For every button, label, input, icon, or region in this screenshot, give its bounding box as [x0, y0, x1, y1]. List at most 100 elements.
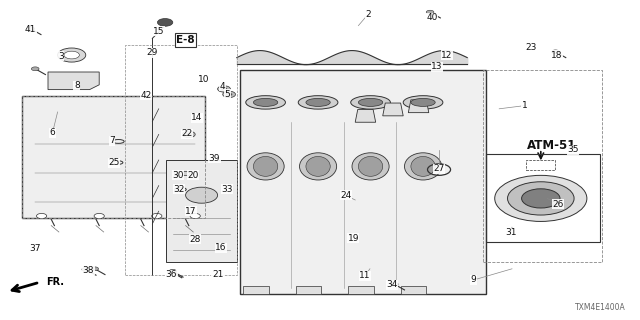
Text: 8: 8 — [74, 81, 79, 90]
Text: 31: 31 — [505, 228, 516, 237]
Text: 37: 37 — [29, 244, 41, 253]
Circle shape — [31, 67, 39, 71]
Text: 33: 33 — [221, 185, 233, 194]
Text: 24: 24 — [340, 191, 351, 200]
Circle shape — [522, 189, 560, 208]
Circle shape — [82, 268, 90, 271]
Ellipse shape — [300, 153, 337, 180]
Circle shape — [426, 10, 434, 14]
Text: 22: 22 — [181, 129, 193, 138]
Circle shape — [168, 270, 175, 274]
Text: 26: 26 — [552, 200, 564, 209]
Text: 30: 30 — [172, 171, 184, 180]
Text: 38: 38 — [83, 266, 94, 275]
Ellipse shape — [298, 96, 338, 109]
Text: 21: 21 — [212, 270, 223, 279]
Ellipse shape — [358, 156, 383, 176]
Text: E-8: E-8 — [176, 35, 195, 45]
Text: 41: 41 — [25, 25, 36, 34]
Text: 4: 4 — [220, 82, 225, 91]
Text: ATM-51: ATM-51 — [527, 139, 577, 152]
Text: 5: 5 — [225, 90, 230, 99]
Ellipse shape — [306, 99, 330, 106]
Polygon shape — [240, 70, 486, 294]
Bar — [22, 96, 205, 218]
Text: 25: 25 — [108, 158, 120, 167]
Polygon shape — [383, 103, 403, 116]
Text: 12: 12 — [441, 51, 452, 60]
Circle shape — [64, 51, 79, 59]
Polygon shape — [48, 72, 99, 90]
Polygon shape — [355, 109, 376, 122]
Circle shape — [186, 187, 218, 203]
Text: 10: 10 — [198, 75, 209, 84]
Text: 19: 19 — [348, 234, 359, 243]
Text: 36: 36 — [166, 270, 177, 279]
Ellipse shape — [246, 96, 285, 109]
Text: 35: 35 — [567, 145, 579, 154]
Circle shape — [226, 93, 232, 96]
Text: 1: 1 — [522, 101, 527, 110]
Text: 18: 18 — [551, 51, 563, 60]
Ellipse shape — [247, 153, 284, 180]
Ellipse shape — [404, 153, 442, 180]
Circle shape — [27, 27, 35, 31]
Text: 39: 39 — [209, 154, 220, 163]
Text: 14: 14 — [191, 113, 203, 122]
Polygon shape — [408, 100, 429, 113]
Text: 11: 11 — [359, 271, 371, 280]
Ellipse shape — [411, 156, 435, 176]
Circle shape — [218, 86, 230, 92]
Circle shape — [94, 213, 104, 219]
Ellipse shape — [306, 156, 330, 176]
Polygon shape — [166, 160, 237, 262]
Text: 9: 9 — [471, 276, 476, 284]
Circle shape — [508, 182, 574, 215]
Text: 42: 42 — [140, 91, 152, 100]
Text: 28: 28 — [189, 235, 201, 244]
Bar — [125, 45, 237, 275]
Bar — [296, 286, 321, 294]
Circle shape — [91, 267, 99, 271]
Ellipse shape — [253, 99, 278, 106]
Circle shape — [169, 269, 177, 273]
Circle shape — [190, 213, 200, 219]
Circle shape — [552, 50, 559, 54]
Polygon shape — [174, 171, 189, 175]
Circle shape — [152, 213, 162, 219]
Text: 40: 40 — [426, 13, 438, 22]
Text: 29: 29 — [147, 48, 158, 57]
Text: 27: 27 — [433, 164, 445, 173]
Ellipse shape — [411, 99, 435, 106]
Bar — [348, 286, 374, 294]
Circle shape — [36, 213, 47, 219]
Text: 16: 16 — [215, 244, 227, 252]
Text: FR.: FR. — [46, 277, 64, 287]
Text: 6: 6 — [50, 128, 55, 137]
Circle shape — [223, 91, 236, 98]
Text: 23: 23 — [525, 43, 537, 52]
Circle shape — [390, 282, 398, 286]
Polygon shape — [22, 96, 205, 218]
Circle shape — [221, 87, 227, 91]
Text: 15: 15 — [153, 27, 164, 36]
Circle shape — [186, 133, 192, 136]
Text: 17: 17 — [185, 207, 196, 216]
Ellipse shape — [351, 96, 390, 109]
Bar — [483, 70, 602, 262]
Text: 32: 32 — [173, 185, 185, 194]
Circle shape — [495, 175, 587, 221]
Ellipse shape — [352, 153, 389, 180]
Bar — [243, 286, 269, 294]
Ellipse shape — [253, 156, 278, 176]
Text: 2: 2 — [365, 10, 371, 19]
Ellipse shape — [358, 99, 383, 106]
Circle shape — [58, 48, 86, 62]
Text: TXM4E1400A: TXM4E1400A — [575, 303, 626, 312]
Text: 13: 13 — [431, 62, 443, 71]
Bar — [401, 286, 426, 294]
Text: 34: 34 — [386, 280, 397, 289]
Text: 3: 3 — [58, 52, 63, 60]
Circle shape — [182, 131, 195, 138]
Circle shape — [157, 19, 173, 26]
